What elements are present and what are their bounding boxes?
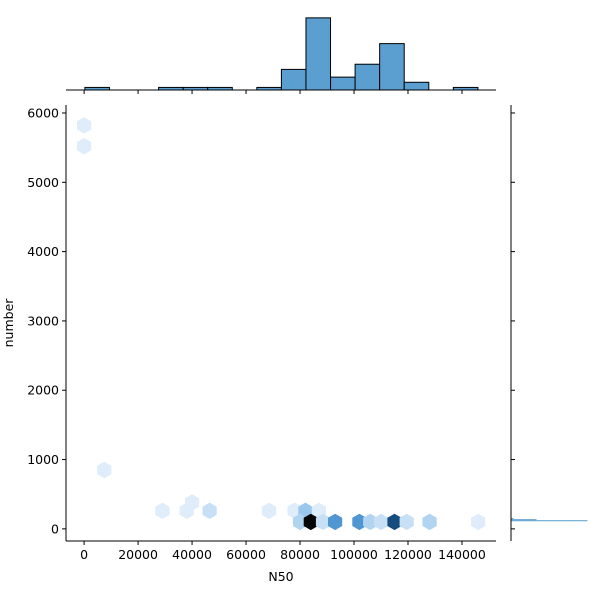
- hex-bin: [261, 502, 277, 519]
- y-tick-label: 4000: [27, 244, 59, 259]
- hex-bin: [97, 461, 112, 479]
- histogram-bar: [379, 43, 405, 91]
- hex-bin: [352, 513, 367, 531]
- y-tick-label: 6000: [27, 105, 59, 120]
- hex-bin: [471, 513, 486, 531]
- histogram-bar: [403, 81, 430, 91]
- x-tick-label: 60000: [226, 547, 266, 562]
- hex-bin: [363, 513, 378, 531]
- histogram-bar: [511, 520, 588, 522]
- y-tick-label: 1000: [27, 452, 59, 467]
- histogram-bar: [330, 76, 356, 91]
- y-tick-label: 0: [51, 521, 59, 536]
- histogram-bar: [305, 17, 332, 91]
- hex-bin: [77, 138, 92, 155]
- hex-bin: [303, 513, 318, 531]
- x-tick-label: 80000: [280, 547, 320, 562]
- hex-bin: [155, 502, 170, 519]
- x-axis-label: N50: [268, 569, 293, 584]
- histogram-bar: [280, 68, 307, 91]
- x-tick-label: 40000: [172, 547, 212, 562]
- y-tick-label: 5000: [27, 175, 59, 190]
- hex-bin: [373, 513, 389, 531]
- x-tick-label: 0: [80, 547, 88, 562]
- histogram-bar: [511, 519, 537, 521]
- hex-bin: [422, 513, 437, 531]
- x-tick-label: 140000: [438, 547, 486, 562]
- hex-bin: [292, 513, 308, 531]
- y-tick-label: 2000: [27, 383, 59, 398]
- hex-bin: [77, 117, 92, 134]
- hex-bin: [185, 494, 200, 511]
- hex-bin: [399, 513, 414, 531]
- histogram-bar: [511, 518, 514, 520]
- hex-bin: [387, 513, 402, 531]
- x-tick-label: 120000: [384, 547, 432, 562]
- x-tick-label: 20000: [118, 547, 158, 562]
- hex-bin: [202, 502, 217, 519]
- histogram-bar: [354, 63, 381, 91]
- hex-bin: [328, 513, 343, 531]
- hex-bin: [315, 513, 331, 531]
- y-tick-label: 3000: [27, 313, 59, 328]
- x-tick-label: 100000: [330, 547, 378, 562]
- y-axis-label: number: [1, 298, 16, 348]
